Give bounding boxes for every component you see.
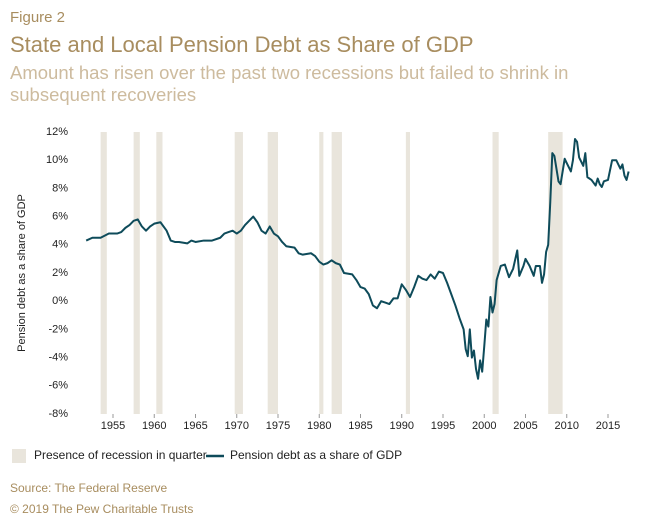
y-tick-label: 2%: [52, 267, 68, 279]
recession-band: [100, 132, 107, 414]
legend-swatch: [12, 449, 26, 463]
x-tick-label: 2000: [472, 420, 496, 432]
legend-label: Presence of recession in quarter: [34, 448, 207, 462]
y-tick-label: 0%: [52, 295, 68, 307]
recession-band: [492, 132, 499, 414]
x-tick-label: 2015: [596, 420, 620, 432]
x-tick-label: 1955: [101, 420, 125, 432]
chart-subtitle: subsequent recoveries: [10, 84, 196, 105]
x-tick-label: 1970: [225, 420, 249, 432]
y-tick-label: 10%: [46, 154, 68, 166]
recession-band: [267, 132, 278, 414]
recession-band: [319, 132, 324, 414]
y-tick-label: -8%: [48, 408, 68, 420]
chart-subtitle: Amount has risen over the past two reces…: [10, 62, 568, 83]
x-tick-label: 1960: [142, 420, 166, 432]
figure-label: Figure 2: [10, 9, 65, 26]
recession-band: [405, 132, 410, 414]
x-tick-label: 1965: [183, 420, 207, 432]
y-tick-label: 8%: [52, 182, 68, 194]
x-tick-label: 1995: [431, 420, 455, 432]
x-tick-label: 1975: [266, 420, 290, 432]
y-axis-label: Pension debt as a share of GDP: [16, 194, 28, 352]
y-tick-label: -2%: [48, 323, 68, 335]
legend-label: Pension debt as a share of GDP: [230, 448, 402, 462]
x-tick-label: 1985: [348, 420, 372, 432]
recession-band: [331, 132, 342, 414]
source: Source: The Federal Reserve: [10, 481, 168, 495]
y-tick-label: 6%: [52, 211, 68, 223]
y-tick-label: -4%: [48, 352, 68, 364]
y-tick-label: 12%: [46, 126, 68, 138]
recession-band: [548, 132, 563, 414]
x-tick-label: 2005: [513, 420, 537, 432]
y-tick-label: -6%: [48, 380, 68, 392]
recession-band: [234, 132, 243, 414]
x-tick-label: 2010: [555, 420, 579, 432]
chart-title: State and Local Pension Debt as Share of…: [10, 32, 474, 57]
x-tick-label: 1990: [390, 420, 414, 432]
recession-band: [156, 132, 163, 414]
recession-band: [133, 132, 140, 414]
data-line: [85, 138, 630, 380]
y-tick-label: 4%: [52, 239, 68, 251]
copyright: © 2019 The Pew Charitable Trusts: [10, 502, 193, 516]
x-tick-label: 1980: [307, 420, 331, 432]
